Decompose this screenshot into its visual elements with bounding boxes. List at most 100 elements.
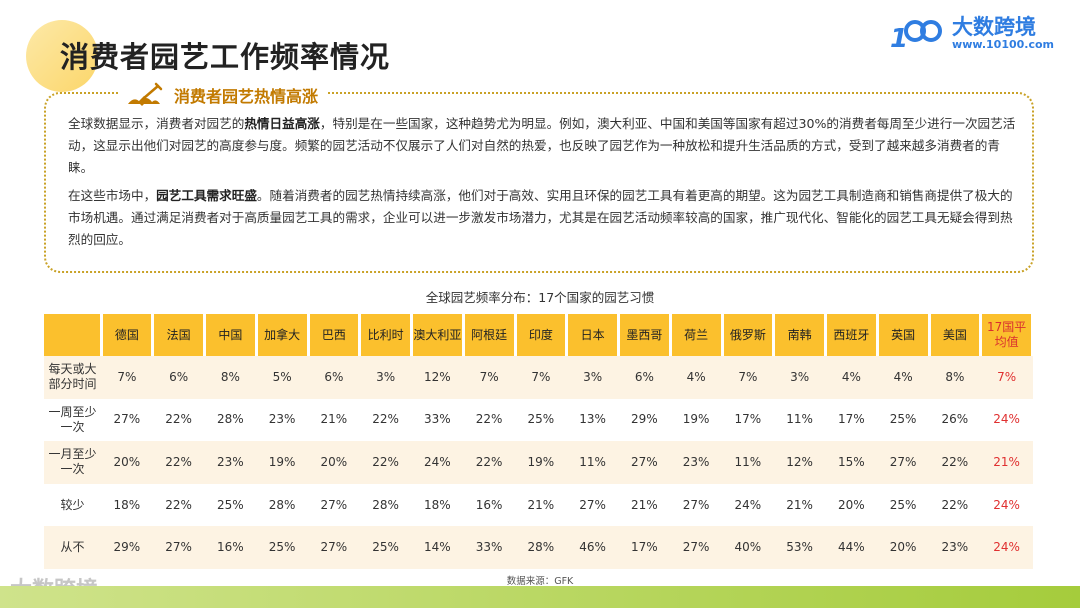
table-cell: 23% [256, 398, 308, 442]
table-cell: 23% [670, 441, 722, 484]
brand-name: 大数跨境 [952, 14, 1037, 39]
frequency-table: 德国 法国 中国 加拿大 巴西 比利时 澳大利亚 阿根廷 印度 日本 墨西哥 荷兰 俄罗斯 南韩 西班牙 英国… [44, 314, 1034, 569]
table-cell: 22% [463, 398, 515, 442]
table-cell: 25% [204, 483, 257, 527]
row-label: 一周至少一次 [44, 398, 101, 442]
table-row: 一周至少一次 27% 22% 28% 23% 21% 22% 33% 22% 25% 13% 29% 1… [44, 398, 1033, 442]
column-header: 英国 [877, 314, 931, 356]
column-header: 西班牙 [825, 314, 879, 356]
column-header: 巴西 [308, 314, 362, 356]
summary-paragraph-1: 全球数据显示，消费者对园艺的热情日益高涨，特别是在一些国家，这种趋势尤为明显。例… [68, 116, 1016, 175]
table-cell: 20% [101, 441, 153, 484]
table-title: 全球园艺频率分布：17个国家的园艺习惯 [425, 290, 655, 305]
row-label: 一月至少一次 [44, 441, 101, 484]
table-cell: 23% [929, 526, 981, 569]
table-cell: 4% [877, 356, 929, 399]
table-cell: 25% [359, 526, 412, 569]
table-cell: 27% [670, 483, 722, 527]
table-cell: 3% [566, 356, 619, 399]
column-header: 德国 [101, 314, 155, 356]
table-cell: 27% [152, 526, 205, 569]
table-cell: 24% [980, 398, 1033, 442]
table-cell: 11% [773, 398, 826, 442]
table-cell: 17% [722, 398, 774, 442]
table-cell: 25% [256, 526, 308, 569]
table-cell: 33% [411, 398, 464, 442]
summary-paragraph-2: 在这些市场中，园艺工具需求旺盛。随着消费者的园艺热情持续高涨，他们对于高效、实用… [68, 188, 1013, 247]
page-title: 消费者园艺工作频率情况 [60, 40, 391, 74]
table-cell: 22% [359, 441, 412, 484]
table-cell: 11% [566, 441, 619, 484]
table-cell: 53% [773, 526, 826, 569]
table-row: 较少 18% 22% 25% 28% 27% 28% 18% 16% 21% 27% 21% 27% 24… [44, 483, 1033, 527]
table-cell: 21% [773, 483, 826, 527]
table-cell: 16% [204, 526, 257, 569]
column-header: 南韩 [773, 314, 827, 356]
table-cell: 20% [825, 483, 878, 527]
table-cell: 6% [308, 356, 360, 399]
table-cell: 27% [670, 526, 722, 569]
brand-logo: 1 大数跨境 www.10100.com [890, 14, 1054, 55]
bottom-bar [0, 586, 1080, 608]
table-header-row: 德国 法国 中国 加拿大 巴西 比利时 澳大利亚 阿根廷 印度 日本 墨西哥 荷兰 俄罗斯 南韩 西班牙 英国… [44, 314, 1034, 356]
column-header: 加拿大 [256, 314, 310, 356]
table-row: 每天或大部分时间 7% 6% 8% 5% 6% 3% 12% 7% 7% 3% 6% 4% 7% 3% 4% 4… [44, 356, 1033, 399]
row-label: 每天或大部分时间 [44, 356, 101, 399]
table-cell: 33% [463, 526, 515, 569]
table-cell: 7% [980, 356, 1033, 399]
table-cell: 14% [411, 526, 464, 569]
table-cell: 7% [722, 356, 774, 399]
table-corner-cell [44, 314, 103, 356]
column-header: 澳大利亚 [411, 314, 465, 356]
table-cell: 22% [152, 398, 205, 442]
column-header: 法国 [152, 314, 206, 356]
table-cell: 23% [204, 441, 257, 484]
section-title: 消费者园艺热情高涨 [174, 87, 319, 106]
table-cell: 22% [359, 398, 412, 442]
table-cell: 28% [515, 526, 567, 569]
table-cell: 6% [618, 356, 671, 399]
table-row: 从不 29% 27% 16% 25% 27% 25% 14% 33% 28% 46% 17% 27% 40… [44, 526, 1033, 569]
table-cell: 21% [980, 441, 1033, 484]
table-cell: 18% [411, 483, 464, 527]
table-cell: 22% [152, 483, 205, 527]
table-cell: 21% [308, 398, 360, 442]
table-cell: 4% [825, 356, 878, 399]
row-label: 从不 [44, 526, 101, 569]
table-cell: 12% [773, 441, 826, 484]
table-cell: 3% [773, 356, 826, 399]
column-header: 中国 [204, 314, 258, 356]
summary-text: 全球数据显示，消费者对园艺的热情日益高涨，特别是在一些国家，这种趋势尤为明显。例… [68, 113, 1018, 257]
table-cell: 17% [825, 398, 878, 442]
table-cell: 29% [618, 398, 671, 442]
table-cell: 15% [825, 441, 878, 484]
table-cell: 46% [566, 526, 619, 569]
column-header: 日本 [566, 314, 620, 356]
table-cell: 25% [877, 483, 929, 527]
table-cell: 20% [308, 441, 360, 484]
table-cell: 8% [929, 356, 981, 399]
table-cell: 19% [670, 398, 722, 442]
table-cell: 22% [152, 441, 205, 484]
column-header: 印度 [515, 314, 569, 356]
brand-url: www.10100.com [952, 37, 1054, 51]
column-header: 荷兰 [670, 314, 724, 356]
table-cell: 24% [980, 483, 1033, 527]
table-cell: 25% [877, 398, 929, 442]
column-header: 比利时 [359, 314, 413, 356]
table-cell: 27% [618, 441, 671, 484]
table-cell: 18% [101, 483, 153, 527]
table-cell: 19% [256, 441, 308, 484]
brand-mark-icon: 1 [890, 14, 946, 54]
table-cell: 22% [929, 483, 981, 527]
table-cell: 7% [463, 356, 515, 399]
table-cell: 16% [463, 483, 515, 527]
data-source: 数据来源：GFK [506, 576, 574, 587]
table-cell: 3% [359, 356, 412, 399]
table-cell: 17% [618, 526, 671, 569]
shovel-icon [128, 82, 163, 106]
row-label: 较少 [44, 483, 101, 527]
table-cell: 11% [722, 441, 774, 484]
table-cell: 13% [566, 398, 619, 442]
table-cell: 8% [204, 356, 257, 399]
